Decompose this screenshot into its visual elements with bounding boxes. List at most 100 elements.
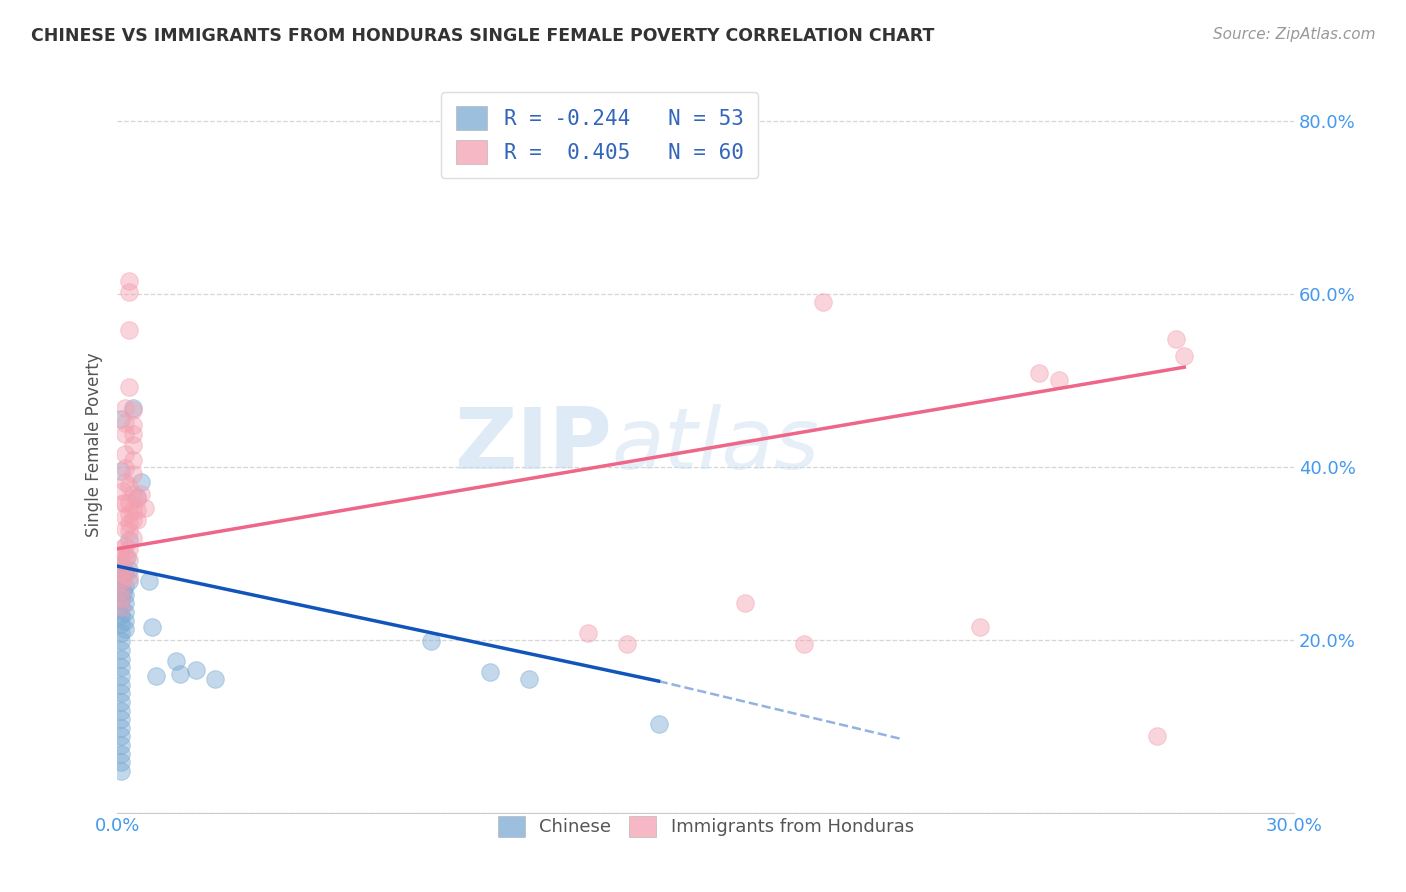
Point (114, 401, 136, 415)
Point (1173, 349, 1195, 363)
Point (114, 579, 136, 593)
Point (118, 507, 141, 521)
Point (112, 496, 135, 510)
Point (110, 721, 132, 735)
Point (110, 576, 132, 591)
Point (110, 660, 132, 674)
Text: Source: ZipAtlas.com: Source: ZipAtlas.com (1212, 27, 1375, 42)
Point (114, 596, 136, 610)
Point (110, 677, 132, 691)
Point (118, 533, 141, 548)
Point (118, 285, 141, 299)
Point (1166, 332, 1188, 346)
Point (125, 513, 148, 527)
Point (110, 582, 132, 597)
Point (110, 712, 132, 726)
Point (1047, 373, 1070, 387)
Point (118, 570, 141, 584)
Point (1146, 730, 1168, 744)
Point (647, 717, 669, 731)
Point (616, 637, 638, 651)
Point (110, 557, 132, 571)
Point (114, 614, 136, 628)
Point (110, 412, 132, 426)
Point (114, 605, 136, 619)
Point (125, 490, 148, 504)
Point (420, 634, 443, 648)
Point (141, 619, 163, 633)
Point (118, 516, 141, 530)
Point (114, 496, 136, 510)
Point (813, 295, 835, 310)
Point (204, 672, 226, 686)
Point (110, 756, 132, 770)
Point (110, 541, 132, 556)
Point (110, 730, 132, 744)
Point (110, 617, 132, 632)
Point (114, 417, 136, 431)
Point (110, 582, 132, 597)
Point (122, 531, 145, 545)
Point (110, 599, 132, 614)
Point (118, 524, 141, 539)
Point (110, 764, 132, 778)
Point (114, 461, 136, 475)
Point (145, 669, 167, 683)
Text: CHINESE VS IMMIGRANTS FROM HONDURAS SINGLE FEMALE POVERTY CORRELATION CHART: CHINESE VS IMMIGRANTS FROM HONDURAS SING… (31, 27, 935, 45)
Point (110, 591, 132, 606)
Point (122, 503, 145, 517)
Point (110, 686, 132, 700)
Point (129, 475, 152, 490)
Point (478, 665, 501, 680)
Point (110, 591, 132, 606)
Point (112, 483, 135, 498)
Point (110, 574, 132, 588)
Point (110, 669, 132, 683)
Point (110, 651, 132, 665)
Point (122, 513, 145, 527)
Point (122, 438, 145, 452)
Point (110, 550, 132, 565)
Point (122, 426, 145, 441)
Text: ZIP: ZIP (454, 403, 612, 486)
Point (114, 447, 136, 461)
Point (118, 496, 141, 510)
Point (114, 622, 136, 636)
Point (110, 559, 132, 574)
Point (517, 672, 540, 686)
Point (122, 401, 145, 415)
Point (114, 550, 136, 565)
Point (122, 403, 145, 417)
Point (114, 475, 136, 490)
Point (969, 619, 991, 633)
Point (118, 574, 141, 588)
Point (110, 625, 132, 640)
Point (110, 747, 132, 761)
Point (793, 637, 815, 651)
Y-axis label: Single Female Poverty: Single Female Poverty (86, 352, 103, 537)
Text: atlas: atlas (612, 403, 820, 486)
Point (110, 704, 132, 718)
Point (184, 663, 207, 677)
Point (122, 487, 145, 501)
Point (110, 608, 132, 623)
Point (118, 478, 141, 492)
Point (122, 418, 145, 433)
Point (134, 501, 156, 516)
Point (118, 274, 141, 288)
Point (114, 567, 136, 582)
Legend: Chinese, Immigrants from Honduras: Chinese, Immigrants from Honduras (491, 809, 921, 844)
Point (122, 467, 145, 481)
Point (1028, 366, 1050, 380)
Point (110, 738, 132, 752)
Point (115, 550, 138, 565)
Point (112, 585, 135, 599)
Point (110, 643, 132, 657)
Point (118, 380, 141, 394)
Point (114, 565, 136, 579)
Point (576, 625, 599, 640)
Point (114, 426, 136, 441)
Point (114, 509, 136, 524)
Point (110, 695, 132, 709)
Point (125, 503, 148, 517)
